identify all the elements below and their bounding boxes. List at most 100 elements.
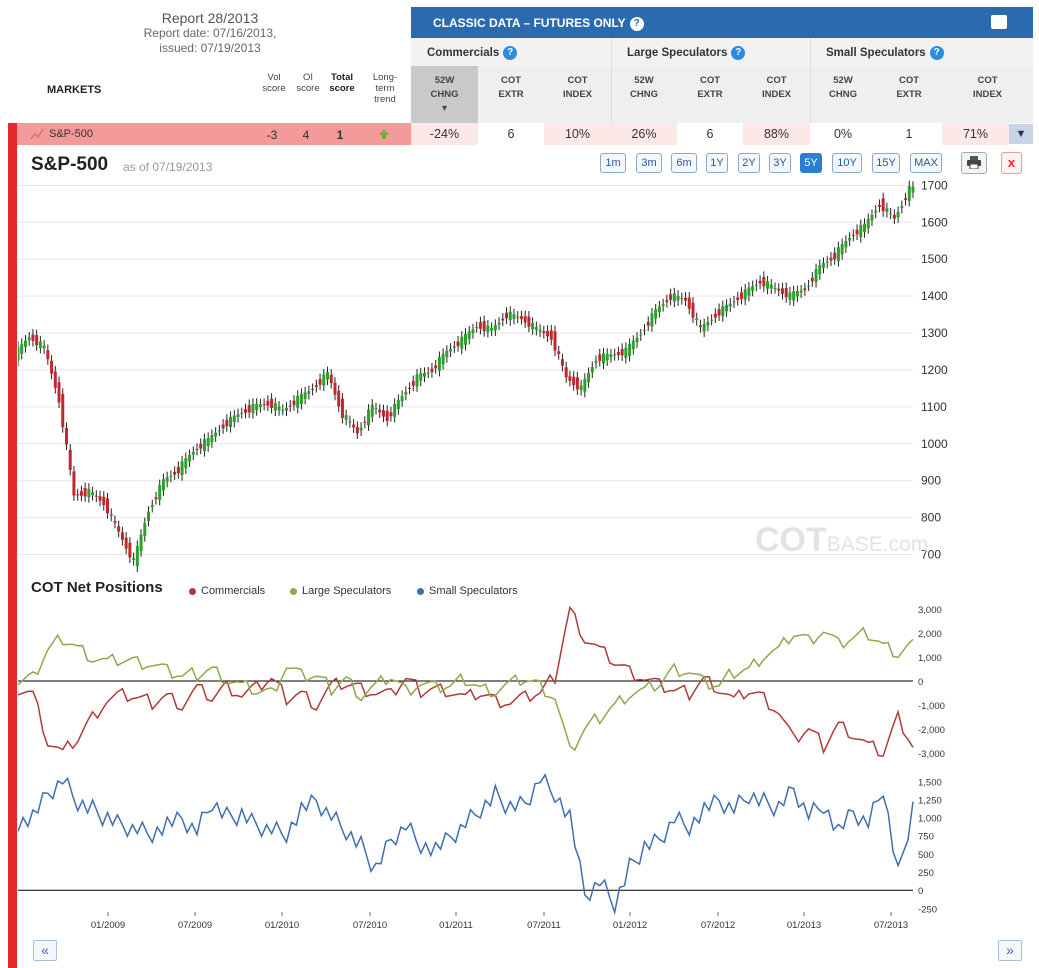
candle-body	[236, 414, 240, 418]
candle-body	[400, 395, 404, 402]
col-header-2[interactable]: COT INDEX	[544, 66, 611, 123]
y-tick-label: 1200	[921, 363, 948, 377]
col-header-4[interactable]: COT EXTR	[677, 66, 743, 123]
market-row-summary[interactable]: S&P-500 -3 4 1	[8, 123, 411, 145]
range-button-6m[interactable]: 6m	[671, 153, 697, 173]
candle-body	[680, 298, 684, 300]
candle-body	[437, 357, 441, 371]
candle-body	[605, 353, 609, 361]
candle-body	[818, 265, 822, 275]
candle-body	[292, 400, 296, 406]
range-button-5Y[interactable]: 5Y	[800, 153, 822, 173]
col-header-8[interactable]: COT INDEX	[942, 66, 1033, 123]
market-name[interactable]: S&P-500	[49, 128, 94, 140]
candle-body	[713, 313, 717, 318]
range-button-MAX[interactable]: MAX	[910, 153, 942, 173]
candle-body	[717, 309, 721, 316]
group-divider	[810, 38, 811, 123]
col-header-5[interactable]: COT INDEX	[743, 66, 810, 123]
total-score-header: Total score	[329, 72, 355, 94]
candle-body	[564, 367, 568, 378]
candle-body	[255, 403, 259, 411]
row-cell-7: 1	[876, 123, 942, 145]
group-label: Commercials	[427, 47, 500, 60]
candle-body	[158, 485, 162, 500]
legend-dot	[189, 587, 196, 595]
candle-body	[232, 415, 236, 423]
prev-market-button[interactable]: «	[33, 940, 57, 961]
range-button-1Y[interactable]: 1Y	[706, 153, 728, 173]
candle-body	[497, 322, 501, 325]
candle-body	[460, 336, 464, 349]
candle-body	[631, 340, 635, 350]
group-small-speculators: Small Speculators?	[810, 38, 1033, 66]
market-row-sp500[interactable]: S&P-500 -3 4 1 -24% 6 10% 26% 6 88% 0% 1 71% ▼	[8, 123, 1033, 145]
col-header-7[interactable]: COT EXTR	[876, 66, 942, 123]
row-cell-5: 88%	[743, 123, 810, 145]
candle-body	[747, 287, 751, 296]
range-button-10Y[interactable]: 10Y	[832, 153, 862, 173]
candle-body	[628, 343, 632, 356]
y-tick-label: 2,000	[918, 629, 942, 640]
row-cell-0: -24%	[411, 123, 478, 145]
print-chart-button[interactable]	[961, 152, 987, 174]
candle-body	[128, 542, 132, 558]
next-market-button[interactable]: »	[998, 940, 1022, 961]
range-button-3m[interactable]: 3m	[636, 153, 662, 173]
candle-body	[572, 376, 576, 386]
candle-body	[829, 257, 833, 261]
candle-body	[452, 346, 456, 348]
candle-body	[143, 523, 147, 537]
col-header-6[interactable]: 52W CHNG	[810, 66, 876, 123]
y-tick-label: 1,000	[918, 814, 942, 825]
candle-body	[217, 430, 221, 432]
help-icon[interactable]: ?	[731, 46, 746, 60]
candle-body	[762, 276, 766, 287]
candle-body	[657, 306, 661, 313]
candle-body	[710, 319, 714, 321]
candle-body	[441, 353, 445, 365]
col-header-1[interactable]: COT EXTR	[478, 66, 544, 123]
series-line-large-speculators	[18, 626, 914, 752]
candle-body	[486, 325, 490, 332]
candle-body	[344, 415, 348, 420]
close-chart-button[interactable]: x	[1001, 152, 1022, 174]
range-button-3Y[interactable]: 3Y	[769, 153, 791, 173]
help-icon[interactable]: ?	[503, 46, 518, 60]
candle-body	[672, 293, 676, 302]
help-icon[interactable]: ?	[929, 46, 944, 60]
candle-body	[72, 471, 76, 496]
watermark-logo: COTBASE.com	[755, 521, 928, 560]
row-cell-1: 6	[478, 123, 544, 145]
help-icon[interactable]: ?	[629, 16, 644, 31]
candle-body	[50, 360, 54, 374]
candle-body	[810, 277, 814, 282]
candle-body	[367, 409, 371, 426]
row-cell-6: 0%	[810, 123, 876, 145]
range-button-1m[interactable]: 1m	[600, 153, 626, 173]
expand-dropdown-button[interactable]: ▼	[1009, 124, 1033, 144]
range-button-15Y[interactable]: 15Y	[872, 153, 900, 173]
oi-score: 4	[302, 128, 310, 142]
candle-body	[266, 400, 270, 406]
candle-body	[877, 204, 881, 207]
candle-body	[534, 327, 538, 330]
candle-body	[568, 376, 572, 381]
candle-body	[698, 325, 702, 328]
col-header-3[interactable]: 52W CHNG	[611, 66, 677, 123]
print-icon[interactable]	[991, 15, 1007, 29]
candle-body	[661, 304, 665, 307]
long-term-trend-header: Long-term trend	[372, 72, 398, 105]
candle-body	[553, 331, 557, 351]
candle-body	[799, 290, 803, 293]
candle-body	[296, 395, 300, 408]
col-header-0[interactable]: 52W CHNG ▾	[411, 66, 478, 123]
candle-body	[31, 334, 35, 341]
candle-body	[609, 354, 613, 358]
candle-body	[456, 341, 460, 347]
candle-body	[900, 206, 904, 208]
range-button-2Y[interactable]: 2Y	[738, 153, 760, 173]
y-tick-label: 750	[918, 832, 934, 843]
candle-body	[739, 292, 743, 299]
col-header-line: COT	[977, 75, 998, 86]
